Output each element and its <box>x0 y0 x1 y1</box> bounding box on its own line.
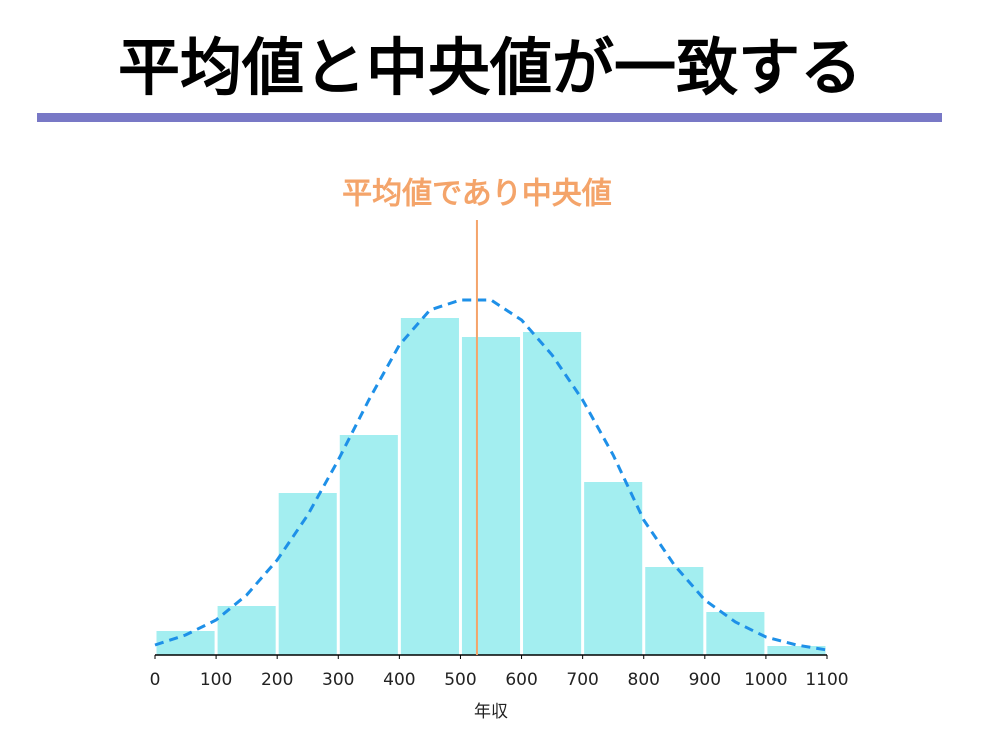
slide-title: 平均値と中央値が一致する <box>118 31 862 104</box>
bar <box>767 646 826 655</box>
x-tick-label: 100 <box>200 670 232 690</box>
bar <box>706 612 765 655</box>
bar <box>217 606 276 655</box>
bar <box>461 337 521 655</box>
x-tick-label: 500 <box>444 670 476 690</box>
x-tick-label: 900 <box>689 670 721 690</box>
x-tick-label: 700 <box>566 670 598 690</box>
bar <box>278 493 337 655</box>
x-tick-label: 600 <box>505 670 537 690</box>
bar <box>645 567 704 655</box>
bar <box>400 318 459 655</box>
title-underline <box>37 113 942 122</box>
marker-label: 平均値であり中央値 <box>342 177 612 212</box>
normal-curve <box>154 298 828 652</box>
bar <box>523 332 582 655</box>
x-tick-label: 800 <box>628 670 660 690</box>
x-tick-label: 1100 <box>805 670 848 690</box>
bar <box>339 435 398 655</box>
x-tick-label: 200 <box>261 670 293 690</box>
x-tick-label: 300 <box>322 670 354 690</box>
bar <box>584 482 643 655</box>
x-axis-label: 年収 <box>474 702 508 722</box>
x-tick-label: 400 <box>383 670 415 690</box>
x-tick-label: 0 <box>150 670 161 690</box>
x-tick-label: 1000 <box>744 670 787 690</box>
